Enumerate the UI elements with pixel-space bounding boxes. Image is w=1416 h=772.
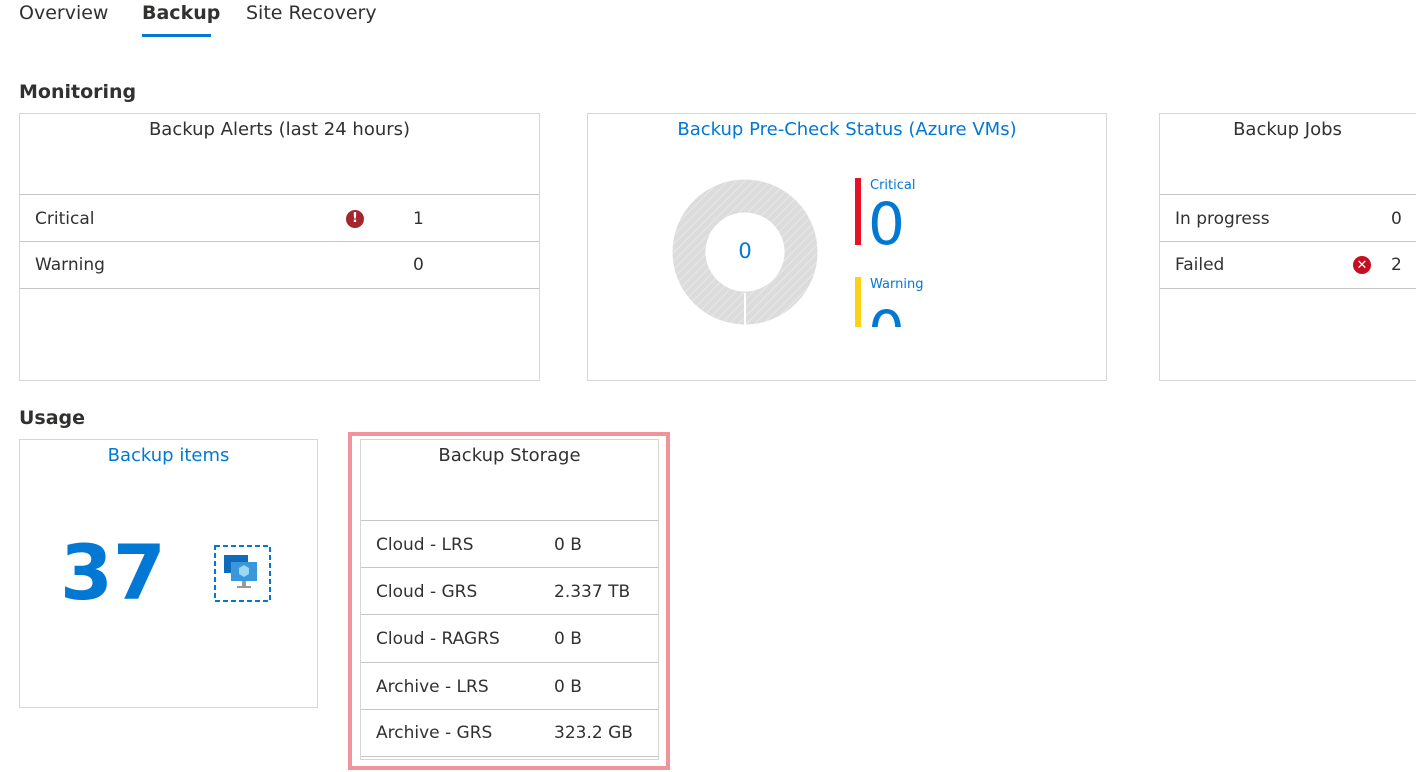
backup-jobs-card[interactable]: Backup Jobs In progress 0 Failed ✕ 2 — [1159, 113, 1416, 381]
row-label: Cloud - RAGRS — [376, 628, 500, 649]
usage-heading: Usage — [19, 407, 86, 429]
row-value: 2 — [1391, 255, 1402, 275]
row-label: In progress — [1175, 208, 1270, 229]
warning-value[interactable]: 0 — [868, 294, 905, 327]
alert-row-warning[interactable]: Warning 0 — [20, 241, 539, 289]
card-title: Backup Storage — [438, 445, 581, 466]
backup-alerts-card[interactable]: Backup Alerts (last 24 hours) Critical !… — [19, 113, 540, 381]
card-title[interactable]: Backup items — [107, 445, 230, 466]
precheck-status-card[interactable]: Backup Pre-Check Status (Azure VMs) 0 Cr… — [587, 113, 1107, 381]
row-value: 2.337 TB — [554, 581, 631, 602]
active-tab-indicator — [142, 34, 211, 37]
row-value: 0 — [1391, 208, 1402, 229]
backup-items-card[interactable]: Backup items 37 — [19, 439, 318, 708]
alert-row-critical[interactable]: Critical ! 1 — [20, 194, 539, 242]
critical-value[interactable]: 0 — [868, 190, 905, 258]
backup-storage-card[interactable]: Backup Storage Cloud - LRS 0 B Cloud - GR… — [360, 439, 659, 760]
critical-bar — [855, 178, 861, 245]
row-label: Archive - LRS — [376, 676, 489, 697]
warning-bar — [855, 277, 861, 327]
row-label: Critical — [35, 208, 95, 229]
row-label: Cloud - LRS — [376, 534, 474, 555]
job-row-failed[interactable]: Failed ✕ 2 — [1160, 241, 1416, 289]
row-label: Archive - GRS — [376, 723, 493, 743]
warning-label[interactable]: Warning — [870, 277, 924, 292]
row-value: 0 B — [554, 534, 582, 555]
row-label: Warning — [35, 255, 105, 275]
backup-items-count[interactable]: 37 — [60, 528, 166, 617]
storage-row[interactable]: Cloud - LRS 0 B — [361, 520, 658, 568]
card-title: Backup Jobs — [1233, 119, 1342, 140]
error-icon: ! — [346, 209, 364, 228]
virtual-machines-icon — [214, 545, 271, 602]
donut-center-value: 0 — [738, 239, 752, 263]
row-value: 1 — [413, 208, 424, 229]
storage-row[interactable]: Cloud - RAGRS 0 B — [361, 614, 658, 662]
storage-row[interactable]: Archive - GRS 323.2 GB — [361, 709, 658, 757]
row-label: Cloud - GRS — [376, 581, 478, 602]
row-value: 0 B — [554, 628, 582, 649]
precheck-donut — [672, 179, 818, 326]
card-title[interactable]: Backup Pre-Check Status (Azure VMs) — [677, 119, 1017, 140]
failed-x-icon: ✕ — [1353, 256, 1371, 274]
tab-overview[interactable]: Overview — [19, 2, 109, 24]
row-value: 323.2 GB — [554, 723, 633, 743]
row-label: Failed — [1175, 255, 1225, 275]
job-row-in-progress[interactable]: In progress 0 — [1160, 194, 1416, 242]
card-title: Backup Alerts (last 24 hours) — [148, 119, 411, 140]
tab-backup[interactable]: Backup — [142, 2, 221, 24]
row-value: 0 B — [554, 676, 582, 697]
highlight-box — [348, 432, 670, 770]
storage-row[interactable]: Cloud - GRS 2.337 TB — [361, 567, 658, 615]
critical-label[interactable]: Critical — [870, 178, 916, 193]
warning-value-clip: 0 — [868, 294, 905, 327]
row-value: 0 — [413, 255, 424, 275]
tab-site-recovery[interactable]: Site Recovery — [246, 2, 377, 24]
monitoring-heading: Monitoring — [19, 81, 137, 103]
storage-row[interactable]: Archive - LRS 0 B — [361, 662, 658, 710]
